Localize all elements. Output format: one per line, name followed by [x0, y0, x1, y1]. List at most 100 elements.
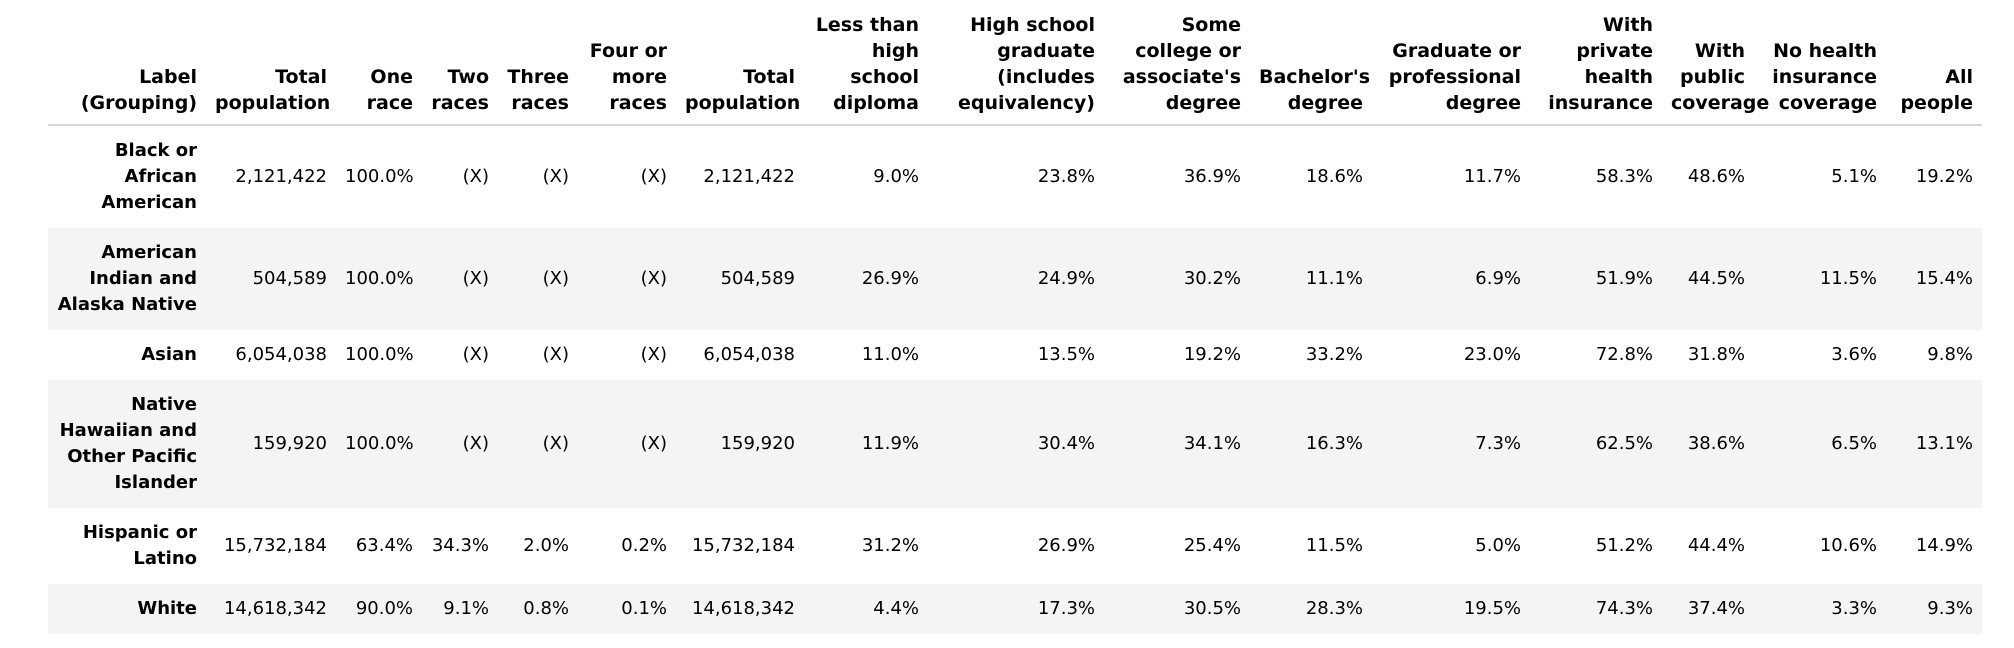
- table-cell: 37.4%: [1687, 598, 1745, 619]
- table-cell: 6.5%: [1831, 433, 1877, 454]
- column-header: One race: [336, 0, 422, 126]
- table-cell: 159,920: [252, 433, 327, 454]
- table-cell: 72.8%: [1595, 344, 1653, 365]
- table-cell: 30.4%: [1037, 433, 1095, 454]
- column-header: Graduate or professional degree: [1372, 0, 1530, 126]
- table-cell: (X): [640, 344, 667, 365]
- table-container: Label (Grouping) Total population One race T…: [48, 0, 1982, 634]
- table-cell: (X): [542, 344, 569, 365]
- table-cell: 100.0%: [345, 344, 414, 365]
- table-cell: 2,121,422: [235, 166, 327, 187]
- table-row: Black or African American 2,121,422 100.0%…: [48, 125, 1982, 228]
- column-header: Three races: [498, 0, 578, 126]
- table-cell: 7.3%: [1475, 433, 1521, 454]
- table-body: Black or African American 2,121,422 100.0%…: [48, 125, 1982, 634]
- table-cell: 11.9%: [861, 433, 919, 454]
- column-header: Less than high school diploma: [804, 0, 928, 126]
- row-label: White: [137, 598, 197, 619]
- table-cell: 17.3%: [1037, 598, 1095, 619]
- table-cell: 0.2%: [621, 535, 667, 556]
- table-cell: 48.6%: [1687, 166, 1745, 187]
- table-cell: 30.2%: [1183, 268, 1241, 289]
- table-cell: (X): [640, 433, 667, 454]
- table-cell: 3.3%: [1831, 598, 1877, 619]
- table-cell: 6,054,038: [235, 344, 327, 365]
- table-cell: 100.0%: [345, 166, 414, 187]
- table-cell: 31.8%: [1687, 344, 1745, 365]
- table-cell: 2.0%: [523, 535, 569, 556]
- table-cell: 19.2%: [1915, 166, 1973, 187]
- table-cell: 10.6%: [1819, 535, 1877, 556]
- table-cell: (X): [542, 433, 569, 454]
- table-cell: 51.9%: [1595, 268, 1653, 289]
- table-cell: 11.5%: [1819, 268, 1877, 289]
- table-cell: (X): [462, 268, 489, 289]
- table-cell: 23.0%: [1463, 344, 1521, 365]
- table-cell: 5.0%: [1475, 535, 1521, 556]
- column-header: Bachelor's degree: [1250, 0, 1372, 126]
- table-cell: 14,618,342: [223, 598, 327, 619]
- table-cell: 26.9%: [861, 268, 919, 289]
- table-cell: 74.3%: [1595, 598, 1653, 619]
- table-cell: 62.5%: [1595, 433, 1653, 454]
- row-label: Hispanic or Latino: [82, 522, 197, 569]
- column-header: With private health insurance: [1530, 0, 1662, 126]
- column-header: With public coverage: [1662, 0, 1769, 126]
- table-cell: 44.4%: [1687, 535, 1745, 556]
- table-cell: 13.5%: [1037, 344, 1095, 365]
- table-cell: 9.1%: [443, 598, 489, 619]
- column-header: Total population: [206, 0, 336, 126]
- data-table: Label (Grouping) Total population One race T…: [48, 0, 1982, 634]
- table-cell: 30.5%: [1183, 598, 1241, 619]
- table-cell: 25.4%: [1183, 535, 1241, 556]
- table-cell: 13.1%: [1915, 433, 1973, 454]
- table-cell: 34.1%: [1183, 433, 1241, 454]
- table-cell: 9.8%: [1927, 344, 1973, 365]
- table-cell: 11.7%: [1463, 166, 1521, 187]
- table-cell: 31.2%: [861, 535, 919, 556]
- table-row: Asian 6,054,038 100.0% (X) (X) (X) 6,054,038 11…: [48, 330, 1982, 380]
- table-header: Label (Grouping) Total population One race T…: [48, 0, 1982, 126]
- table-cell: 36.9%: [1183, 166, 1241, 187]
- table-cell: (X): [640, 166, 667, 187]
- table-cell: 504,589: [252, 268, 327, 289]
- table-cell: 4.4%: [873, 598, 919, 619]
- table-cell: 9.0%: [873, 166, 919, 187]
- table-cell: 6.9%: [1475, 268, 1521, 289]
- table-cell: (X): [542, 166, 569, 187]
- table-cell: (X): [462, 344, 489, 365]
- header-row: Label (Grouping) Total population One race T…: [48, 0, 1982, 126]
- table-cell: 100.0%: [345, 433, 414, 454]
- row-label: Asian: [141, 344, 197, 365]
- table-cell: 504,589: [720, 268, 795, 289]
- table-cell: 0.1%: [621, 598, 667, 619]
- table-cell: 11.1%: [1305, 268, 1363, 289]
- table-cell: 19.5%: [1463, 598, 1521, 619]
- table-cell: 28.3%: [1305, 598, 1363, 619]
- table-row: Hispanic or Latino 15,732,184 63.4% 34.3% 2.…: [48, 508, 1982, 584]
- table-cell: 23.8%: [1037, 166, 1095, 187]
- table-cell: (X): [462, 433, 489, 454]
- table-cell: 3.6%: [1831, 344, 1877, 365]
- column-header: Two races: [422, 0, 498, 126]
- row-label: Black or African American: [101, 140, 197, 213]
- column-header: Total population: [676, 0, 804, 126]
- table-cell: 159,920: [720, 433, 795, 454]
- table-cell: 14.9%: [1915, 535, 1973, 556]
- table-cell: 63.4%: [355, 535, 413, 556]
- table-cell: (X): [640, 268, 667, 289]
- table-cell: 19.2%: [1183, 344, 1241, 365]
- row-label: Native Hawaiian and Other Pacific Island…: [59, 394, 197, 493]
- table-cell: (X): [542, 268, 569, 289]
- table-cell: 100.0%: [345, 268, 414, 289]
- table-cell: 90.0%: [355, 598, 413, 619]
- table-cell: 34.3%: [431, 535, 489, 556]
- table-row: Native Hawaiian and Other Pacific Island…: [48, 380, 1982, 508]
- column-header: No health insurance coverage: [1754, 0, 1886, 126]
- table-cell: 15.4%: [1915, 268, 1973, 289]
- table-cell: 9.3%: [1927, 598, 1973, 619]
- table-cell: 15,732,184: [691, 535, 795, 556]
- table-cell: 51.2%: [1595, 535, 1653, 556]
- table-cell: 33.2%: [1305, 344, 1363, 365]
- column-header-label: Label (Grouping): [48, 0, 206, 126]
